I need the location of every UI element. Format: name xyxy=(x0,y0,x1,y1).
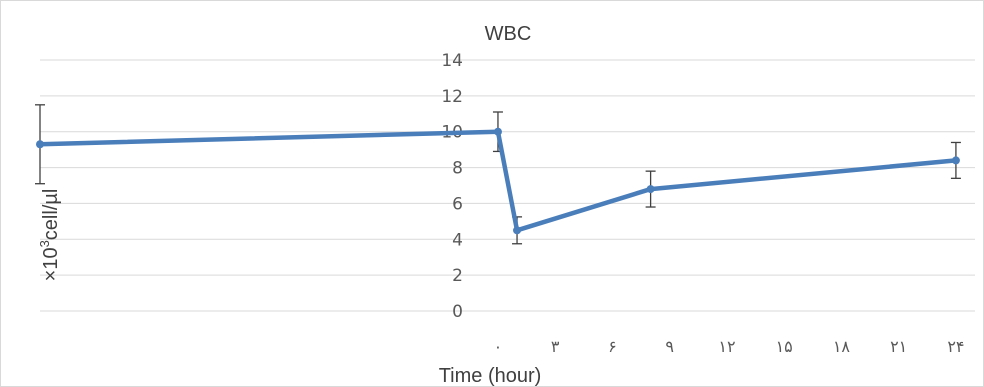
data-point xyxy=(36,140,44,149)
x-tick-label: ۳ xyxy=(551,337,560,356)
y-axis-label-main: ×10 xyxy=(40,247,62,281)
x-tick-labels: ۰ ۳ ۶ ۹ ۱۲ ۱۵ ۱۸ ۲۱ ۲۴ xyxy=(494,337,965,356)
series-line xyxy=(36,127,960,235)
gridlines xyxy=(40,59,975,312)
x-tick-label: ۲۱ xyxy=(890,337,907,356)
y-axis-label: ×103cell/µl xyxy=(37,189,62,282)
y-tick-label: 8 xyxy=(452,159,463,179)
y-tick-label: 12 xyxy=(441,87,463,107)
data-point xyxy=(513,226,522,235)
y-tick-label: 6 xyxy=(452,194,463,214)
x-tick-label: ۱۸ xyxy=(833,337,851,356)
x-tick-label: ۶ xyxy=(608,337,617,356)
data-point xyxy=(951,156,960,165)
x-tick-label: ۰ xyxy=(494,337,503,356)
data-point xyxy=(646,185,655,194)
x-tick-label: ۲۴ xyxy=(947,337,964,356)
x-tick-label: ۱۲ xyxy=(718,337,735,356)
y-axis-label-rest: cell/µl xyxy=(40,189,62,241)
x-tick-label: ۹ xyxy=(665,337,674,356)
y-axis-label-sup: 3 xyxy=(37,240,52,247)
x-tick-label: ۱۵ xyxy=(776,337,793,356)
data-point xyxy=(493,127,502,136)
y-tick-label: 14 xyxy=(441,51,463,71)
y-tick-label: 4 xyxy=(452,230,463,250)
chart-title: WBC xyxy=(485,23,532,45)
y-tick-label: 0 xyxy=(452,302,463,322)
x-axis-label: Time (hour) xyxy=(439,365,542,387)
y-tick-label: 2 xyxy=(452,266,463,286)
